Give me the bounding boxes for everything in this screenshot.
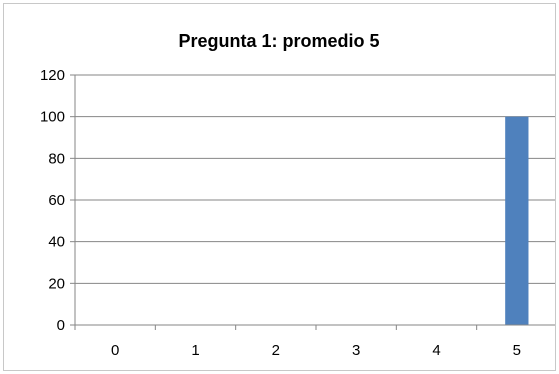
chart-title: Pregunta 1: promedio 5 bbox=[178, 31, 379, 51]
axes bbox=[70, 74, 555, 330]
x-tick-label: 3 bbox=[352, 342, 360, 359]
x-tick-label: 5 bbox=[513, 342, 521, 359]
x-tick-labels: 0 1 2 3 4 5 bbox=[111, 342, 521, 359]
gridlines bbox=[75, 74, 555, 284]
x-tick-label: 4 bbox=[432, 342, 440, 359]
y-tick-label: 0 bbox=[57, 317, 65, 334]
y-tick-label: 60 bbox=[48, 192, 65, 209]
bar-5 bbox=[505, 116, 529, 326]
x-tick-label: 0 bbox=[111, 342, 119, 359]
y-tick-label: 40 bbox=[48, 234, 65, 251]
y-tick-labels: 0 20 40 60 80 100 120 bbox=[40, 67, 65, 334]
x-tick-label: 2 bbox=[272, 342, 280, 359]
y-tick-label: 100 bbox=[40, 109, 65, 126]
chart-area: Pregunta 1: promedio 5 0 20 40 60 80 100 120 0… bbox=[3, 3, 556, 371]
y-tick-label: 20 bbox=[48, 275, 65, 292]
y-tick-label: 80 bbox=[48, 150, 65, 167]
x-tick-label: 1 bbox=[191, 342, 199, 359]
y-tick-label: 120 bbox=[40, 67, 65, 84]
bars bbox=[505, 116, 529, 326]
